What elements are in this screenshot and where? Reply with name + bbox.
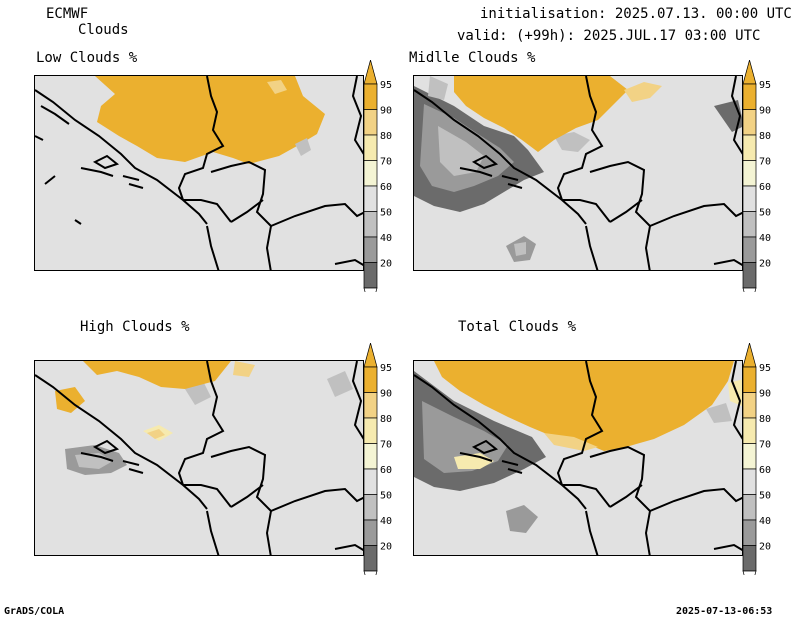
colorbar-label: 70 [759, 157, 771, 168]
colorbar-total: 95 90 80 70 60 50 40 20 [741, 341, 781, 597]
colorbar-bottom-arrow [363, 287, 378, 314]
colorbar-segment [742, 545, 757, 572]
colorbar-segment [742, 494, 757, 521]
colorbar-label: 90 [759, 389, 771, 400]
colorbar-label: 50 [759, 208, 771, 219]
colorbar-label: 95 [759, 363, 771, 374]
colorbar-low: 95 90 80 70 60 50 40 20 [362, 58, 402, 314]
colorbar-label: 90 [380, 106, 392, 117]
product-name: Clouds [78, 22, 129, 38]
colorbar-segment [742, 211, 757, 238]
colorbar-label: 60 [759, 182, 771, 193]
colorbar-label: 60 [380, 182, 392, 193]
map-panel-high [34, 360, 364, 556]
map-panel-low [34, 75, 364, 271]
colorbar-segment [742, 109, 757, 136]
colorbar-segment [363, 545, 378, 572]
colorbar-label: 20 [759, 542, 771, 553]
valid-time: valid: (+99h): 2025.JUL.17 03:00 UTC [457, 28, 761, 44]
colorbar-label: 70 [759, 440, 771, 451]
colorbar-label: 80 [380, 131, 392, 142]
colorbar-label: 90 [380, 389, 392, 400]
colorbar-segment [742, 83, 757, 110]
colorbar-label: 90 [759, 106, 771, 117]
colorbar-label: 60 [759, 465, 771, 476]
colorbar-segment [742, 468, 757, 495]
panel-title-low: Low Clouds % [36, 50, 138, 66]
colorbar-bottom-arrow [742, 287, 757, 314]
colorbar-label: 40 [759, 233, 771, 244]
colorbar-segment [363, 185, 378, 212]
colorbar-segment [742, 443, 757, 470]
panel-title-total: Total Clouds % [458, 319, 577, 335]
colorbar-segment [363, 83, 378, 110]
colorbar-top-arrow [363, 341, 378, 368]
colorbar-segment [363, 443, 378, 470]
colorbar-high: 95 90 80 70 60 50 40 20 [362, 341, 402, 597]
colorbar-segment [363, 417, 378, 444]
colorbar-label: 70 [380, 157, 392, 168]
colorbar-label: 50 [380, 208, 392, 219]
colorbar-label: 40 [759, 516, 771, 527]
map-panel-middle [413, 75, 743, 271]
colorbar-segment [363, 519, 378, 546]
init-time: initialisation: 2025.07.13. 00:00 UTC [480, 6, 792, 22]
colorbar-bottom-arrow [742, 570, 757, 597]
colorbar-segment [742, 236, 757, 263]
colorbar-label: 95 [380, 80, 392, 91]
colorbar-segment [742, 366, 757, 393]
colorbar-label: 40 [380, 516, 392, 527]
map-panel-total [413, 360, 743, 556]
colorbar-segment [742, 185, 757, 212]
colorbar-segment [363, 134, 378, 161]
colorbar-label: 60 [380, 465, 392, 476]
colorbar-label: 80 [380, 414, 392, 425]
colorbar-segment [742, 417, 757, 444]
colorbar-segment [363, 392, 378, 419]
colorbar-segment [742, 392, 757, 419]
colorbar-top-arrow [742, 341, 757, 368]
colorbar-label: 95 [759, 80, 771, 91]
colorbar-segment [363, 468, 378, 495]
colorbar-label: 80 [759, 414, 771, 425]
colorbar-bottom-arrow [363, 570, 378, 597]
colorbar-top-arrow [742, 58, 757, 85]
colorbar-label: 80 [759, 131, 771, 142]
colorbar-segment [363, 366, 378, 393]
colorbar-label: 20 [759, 259, 771, 270]
panel-title-middle: Midlle Clouds % [409, 50, 536, 66]
colorbar-segment [363, 211, 378, 238]
panel-title-high: High Clouds % [80, 319, 190, 335]
colorbar-segment [742, 519, 757, 546]
colorbar-label: 20 [380, 259, 392, 270]
colorbar-label: 50 [759, 491, 771, 502]
colorbar-segment [363, 262, 378, 289]
colorbar-segment [363, 160, 378, 187]
colorbar-label: 95 [380, 363, 392, 374]
colorbar-segment [742, 134, 757, 161]
model-name: ECMWF [46, 6, 89, 22]
colorbar-top-arrow [363, 58, 378, 85]
colorbar-segment [363, 236, 378, 263]
footer-credit: GrADS/COLA [4, 606, 65, 617]
colorbar-label: 70 [380, 440, 392, 451]
colorbar-segment [363, 109, 378, 136]
colorbar-middle: 95 90 80 70 60 50 40 20 [741, 58, 781, 314]
colorbar-label: 50 [380, 491, 392, 502]
colorbar-segment [742, 160, 757, 187]
colorbar-segment [363, 494, 378, 521]
colorbar-segment [742, 262, 757, 289]
colorbar-label: 40 [380, 233, 392, 244]
colorbar-label: 20 [380, 542, 392, 553]
footer-timestamp: 2025-07-13-06:53 [676, 606, 773, 617]
